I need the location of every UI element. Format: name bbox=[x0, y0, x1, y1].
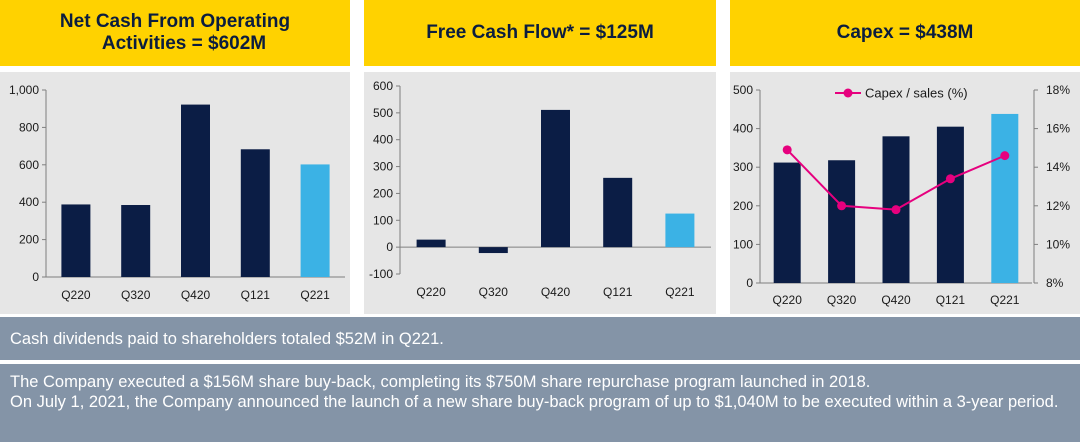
category-label: Q320 bbox=[479, 285, 509, 299]
bar-q121 bbox=[936, 126, 964, 283]
dividends-banner: Cash dividends paid to shareholders tota… bbox=[0, 317, 1080, 360]
y-tick-label: 400 bbox=[19, 195, 39, 209]
category-label: Q221 bbox=[990, 293, 1020, 307]
y-tick-label: 800 bbox=[19, 120, 39, 134]
category-label: Q420 bbox=[541, 285, 571, 299]
y-tick-label: 600 bbox=[373, 79, 393, 93]
category-label: Q420 bbox=[181, 288, 211, 302]
y-tick-label: 200 bbox=[733, 199, 753, 213]
panel-title: Free Cash Flow* = $125M bbox=[364, 0, 716, 66]
category-label: Q220 bbox=[61, 288, 91, 302]
bar-q420 bbox=[181, 104, 210, 277]
y-tick-label: 600 bbox=[19, 158, 39, 172]
legend-marker bbox=[843, 88, 853, 98]
y-tick-label: 400 bbox=[733, 122, 753, 136]
bar-q320 bbox=[478, 247, 508, 254]
capex-sales-point bbox=[837, 201, 847, 211]
y-tick-label: 0 bbox=[32, 270, 39, 284]
panel-title: Capex = $438M bbox=[730, 0, 1080, 66]
y-tick-label: 400 bbox=[373, 133, 393, 147]
capex-sales-point bbox=[891, 205, 901, 215]
category-label: Q221 bbox=[300, 288, 330, 302]
buyback-banner: The Company executed a $156M share buy-b… bbox=[0, 364, 1080, 442]
panel-title: Net Cash From Operating Activities = $60… bbox=[0, 0, 350, 66]
y-tick-label: 200 bbox=[19, 233, 39, 247]
y-tick-label: 500 bbox=[733, 83, 753, 97]
category-label: Q320 bbox=[827, 293, 857, 307]
buyback-text-2: On July 1, 2021, the Company announced t… bbox=[10, 393, 1059, 411]
bar-q220 bbox=[416, 239, 446, 248]
capex-sales-point bbox=[782, 145, 792, 155]
free-cash-flow-chart: 600 500 400 300 200 100 0 -100 Q220 Q320 Q420 Q121 Q… bbox=[364, 72, 716, 314]
capex-chart: 500 400 300 200 100 0 Q220 Q320 Q420 Q121 Q221 18% 1… bbox=[730, 72, 1080, 314]
capex-combo-chart: 500 400 300 200 100 0 Q220 Q320 Q420 Q121 Q221 18% 1… bbox=[733, 83, 1070, 307]
title-line-1: Capex = $438M bbox=[836, 22, 974, 43]
title-line-1: Net Cash From Operating bbox=[59, 11, 291, 32]
bar-q320 bbox=[121, 205, 151, 277]
bar-q420 bbox=[541, 109, 570, 248]
y2-tick-label: 16% bbox=[1046, 122, 1070, 136]
bar-q220 bbox=[61, 204, 91, 277]
title-line-1: Free Cash Flow* = $125M bbox=[426, 22, 654, 43]
y-tick-label: 300 bbox=[373, 160, 393, 174]
bar-q221 bbox=[991, 113, 1019, 283]
legend-label: Capex / sales (%) bbox=[865, 86, 968, 101]
y-tick-label: -100 bbox=[369, 267, 393, 281]
y-tick-label: 0 bbox=[746, 276, 753, 290]
y2-tick-label: 8% bbox=[1046, 276, 1064, 290]
y2-tick-label: 10% bbox=[1046, 237, 1070, 251]
title-line-2: Activities = $602M bbox=[101, 33, 267, 54]
operating-cash-bar-chart: 1,000 800 600 400 200 0 Q220 Q320 Q420 Q121 Q221 bbox=[9, 83, 345, 302]
bar-q221 bbox=[665, 213, 695, 248]
bar-q121 bbox=[240, 149, 270, 277]
y2-tick-label: 12% bbox=[1046, 199, 1070, 213]
y-tick-label: 0 bbox=[386, 240, 393, 254]
operating-cash-chart: 1,000 800 600 400 200 0 Q220 Q320 Q420 Q121 Q221 bbox=[0, 72, 350, 314]
y-tick-label: 100 bbox=[733, 237, 753, 251]
dividends-text: Cash dividends paid to shareholders tota… bbox=[10, 329, 444, 348]
bar-q121 bbox=[603, 177, 633, 248]
capex-sales-point bbox=[1000, 151, 1010, 161]
category-label: Q221 bbox=[665, 285, 695, 299]
category-label: Q121 bbox=[603, 285, 633, 299]
category-label: Q220 bbox=[773, 293, 803, 307]
category-label: Q121 bbox=[936, 293, 966, 307]
bar-q220 bbox=[773, 162, 801, 283]
y-tick-label: 200 bbox=[373, 186, 393, 200]
capex-sales-point bbox=[945, 174, 955, 184]
y2-tick-label: 18% bbox=[1046, 83, 1070, 97]
free-cash-flow-bar-chart: 600 500 400 300 200 100 0 -100 Q220 Q320 Q420 Q121 Q… bbox=[369, 79, 711, 299]
category-label: Q220 bbox=[416, 285, 446, 299]
buyback-text-1: The Company executed a $156M share buy-b… bbox=[10, 373, 871, 391]
y-tick-label: 500 bbox=[373, 106, 393, 120]
bar-q221 bbox=[300, 164, 330, 277]
category-label: Q320 bbox=[121, 288, 151, 302]
y-tick-label: 300 bbox=[733, 160, 753, 174]
y-tick-label: 100 bbox=[373, 213, 393, 227]
y2-tick-label: 14% bbox=[1046, 160, 1070, 174]
category-label: Q121 bbox=[241, 288, 271, 302]
category-label: Q420 bbox=[881, 293, 911, 307]
y-tick-label: 1,000 bbox=[9, 83, 39, 97]
bar-q320 bbox=[828, 160, 856, 283]
